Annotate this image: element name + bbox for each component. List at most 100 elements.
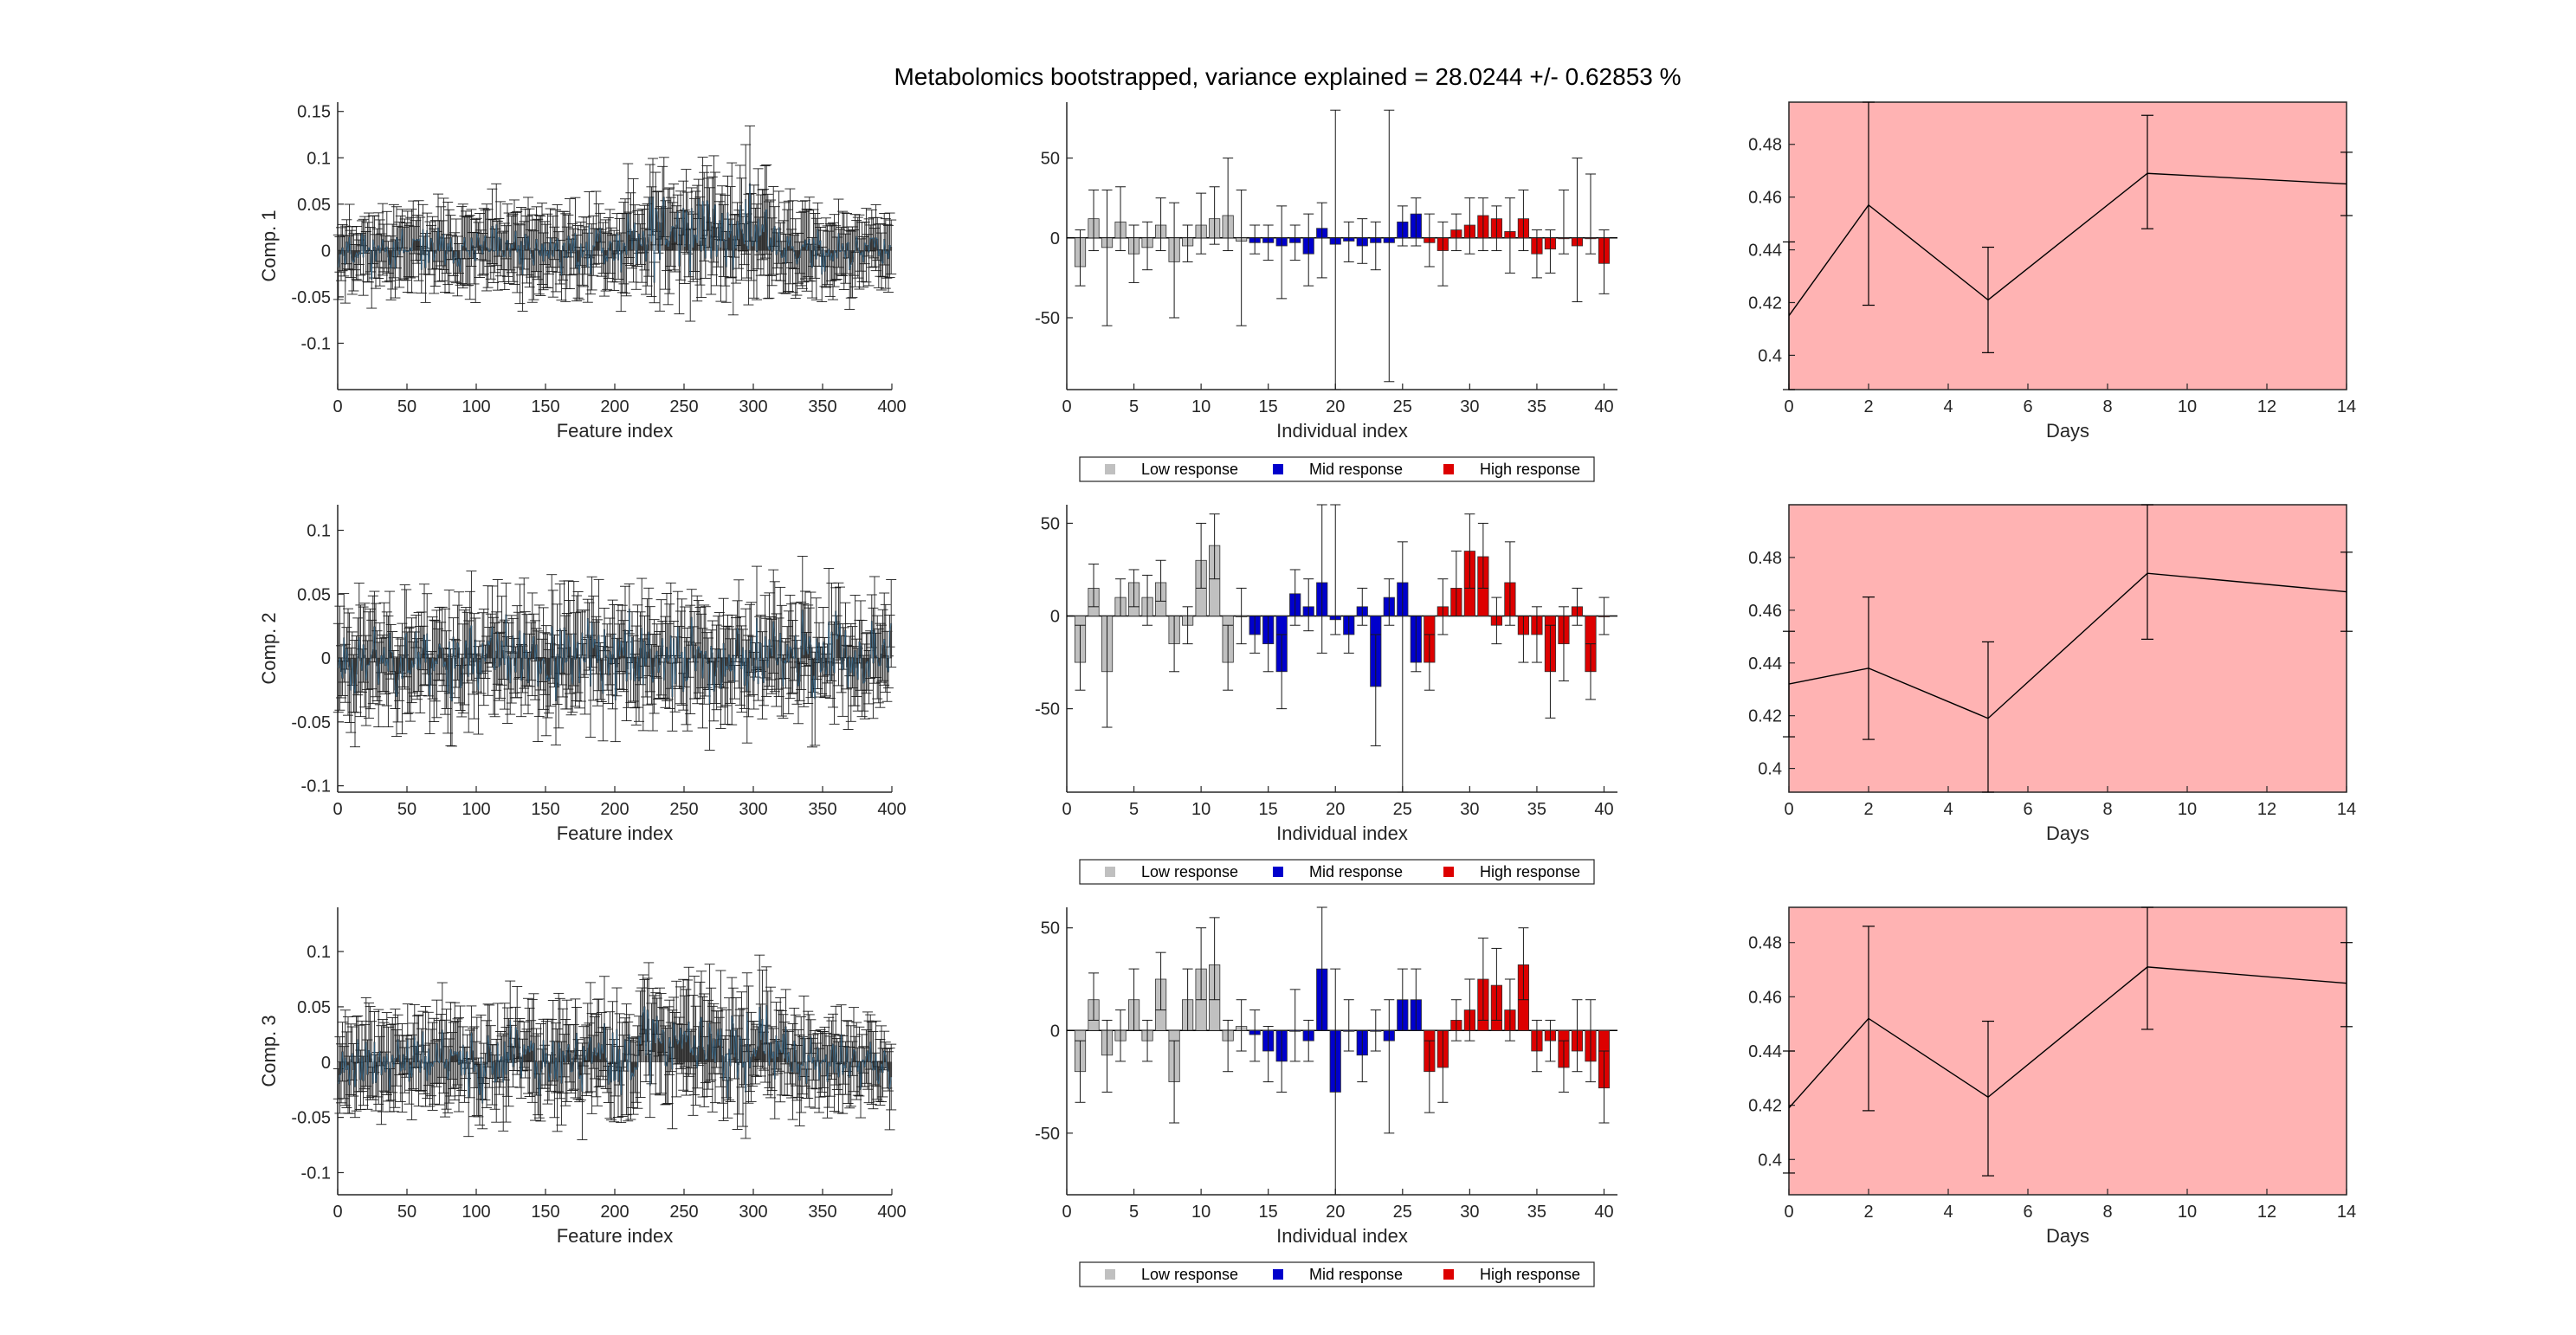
x-tick-label: 15 [1259, 800, 1278, 819]
y-tick-label: 0.44 [1748, 655, 1782, 674]
x-axis-label: Feature index [557, 822, 674, 844]
x-tick-label: 200 [600, 800, 629, 819]
x-tick-label: 2 [1863, 800, 1873, 819]
scores-panel-2: 0 5 10 15 20 25 30 35 40 -50 0 50 Individual index Lo… [1035, 504, 1617, 885]
x-tick-label: 40 [1594, 397, 1613, 416]
y-tick-label: 0.46 [1748, 602, 1782, 621]
time-panel-1: 0 2 4 6 8 10 12 14 0.4 0.42 0.44 0.46 0.48 Days [1748, 101, 2356, 442]
x-tick-label: 200 [600, 397, 629, 416]
x-tick-label: 8 [2102, 800, 2112, 819]
y-tick-label: 0 [321, 1054, 331, 1073]
x-tick-label: 10 [1191, 800, 1211, 819]
x-tick-label: 0 [332, 800, 342, 819]
x-axis-label: Days [2046, 822, 2089, 844]
x-tick-label: 10 [1191, 397, 1211, 416]
legend-swatch [1105, 867, 1115, 877]
x-tick-label: 150 [531, 1203, 559, 1222]
x-tick-label: 250 [669, 397, 698, 416]
x-tick-label: 400 [877, 800, 906, 819]
x-tick-label: 40 [1594, 800, 1613, 819]
x-tick-label: 14 [2337, 800, 2356, 819]
x-tick-label: 5 [1129, 800, 1139, 819]
x-tick-label: 400 [877, 397, 906, 416]
y-tick-label: -0.05 [291, 1109, 331, 1128]
x-tick-label: 0 [1784, 397, 1793, 416]
legend-label: Low response [1141, 863, 1238, 880]
x-tick-label: 50 [397, 800, 416, 819]
x-tick-label: 25 [1393, 800, 1412, 819]
x-tick-label: 350 [808, 800, 836, 819]
panels: 0 50 100 150 200 250 300 350 400-0.1-0.0500.050.… [258, 101, 2356, 1287]
loadings-panel-2: 0 50 100 150 200 250 300 350 400 -0.1 -0.05 0 0.05 0.… [258, 505, 907, 844]
x-tick-label: 150 [531, 800, 559, 819]
x-axis-label: Days [2046, 420, 2089, 442]
x-tick-label: 10 [2178, 800, 2197, 819]
y-tick-label: 0.1 [307, 522, 331, 541]
loadings-panel-3: 0 50 100 150 200 250 300 350 400 -0.1 -0.05 0 0.05 0.… [258, 907, 907, 1247]
x-tick-label: 100 [462, 1203, 490, 1222]
y-tick-label: -50 [1035, 309, 1060, 328]
x-tick-label: 14 [2337, 397, 2356, 416]
x-tick-label: 6 [2023, 397, 2032, 416]
x-tick-label: 2 [1863, 397, 1873, 416]
y-tick-label: 0.42 [1748, 293, 1782, 313]
y-tick-label: -0.1 [301, 1164, 331, 1183]
legend-label: Low response [1141, 461, 1238, 478]
legend-box [1079, 859, 1595, 885]
figure-title: Metabolomics bootstrapped, variance expl… [894, 63, 1681, 90]
legend-label: High response [1480, 863, 1580, 880]
y-tick-label: 50 [1041, 150, 1060, 169]
time-panel-2: 0 2 4 6 8 10 12 14 0.4 0.42 0.44 0.46 0.48 Days [1748, 504, 2356, 844]
x-axis-label: Feature index [557, 1225, 674, 1247]
plot-background [1789, 102, 2347, 390]
x-tick-label: 0 [332, 397, 342, 416]
y-tick-label: -0.1 [301, 777, 331, 796]
x-tick-label: 350 [808, 397, 836, 416]
y-tick-label: 0.4 [1758, 346, 1782, 365]
legend-swatch [1443, 867, 1454, 877]
y-tick-label: -0.05 [291, 288, 331, 307]
y-tick-label: 0.42 [1748, 707, 1782, 726]
x-tick-label: 300 [739, 800, 767, 819]
x-tick-label: 250 [669, 1203, 698, 1222]
x-tick-label: 400 [877, 1203, 906, 1222]
x-tick-label: 200 [600, 1203, 629, 1222]
y-tick-label: 0.46 [1748, 189, 1782, 208]
y-tick-label: 0.05 [297, 998, 331, 1017]
loadings-panel-1: 0 50 100 150 200 250 300 350 400 -0.1 -0.05 0 0.05 0.… [258, 102, 907, 442]
x-tick-label: 15 [1259, 397, 1278, 416]
x-tick-label: 5 [1129, 397, 1139, 416]
x-tick-label: 20 [1326, 800, 1345, 819]
y-tick-label: -50 [1035, 700, 1060, 719]
x-tick-label: 250 [669, 800, 698, 819]
y-tick-label: -0.1 [301, 334, 331, 353]
x-tick-label: 100 [462, 800, 490, 819]
x-tick-label: 300 [739, 397, 767, 416]
x-tick-label: 25 [1393, 397, 1412, 416]
x-tick-label: 20 [1326, 397, 1345, 416]
y-tick-label: 0 [321, 649, 331, 668]
x-tick-label: 0 [1062, 800, 1071, 819]
loading-line [338, 183, 892, 283]
x-tick-label: 150 [531, 397, 559, 416]
y-tick-label: 50 [1041, 514, 1060, 533]
y-tick-label: 0.15 [297, 103, 331, 122]
y-tick-label: 0.44 [1748, 242, 1782, 261]
legend: Low response Mid response High response [1079, 859, 1595, 885]
legend-box [1079, 456, 1595, 482]
loading-line [338, 609, 892, 705]
legend-label: High response [1480, 461, 1580, 478]
y-tick-label: 0.1 [307, 149, 331, 168]
y-tick-label: 0.4 [1758, 760, 1782, 779]
x-axis-label: Individual index [1276, 822, 1408, 844]
scores-panel-1: 0 5 10 15 20 25 30 35 40 -50 0 50 Individual index Lo… [1035, 102, 1617, 482]
x-tick-label: 6 [2023, 800, 2032, 819]
x-tick-label: 50 [397, 1203, 416, 1222]
x-tick-label: 12 [2257, 397, 2276, 416]
x-tick-label: 350 [808, 1203, 836, 1222]
x-tick-label: 0 [1062, 397, 1071, 416]
y-tick-label: 0 [1050, 608, 1060, 627]
y-axis-label: Comp. 2 [258, 612, 280, 684]
x-tick-label: 35 [1527, 800, 1546, 819]
legend-swatch [1443, 464, 1454, 474]
